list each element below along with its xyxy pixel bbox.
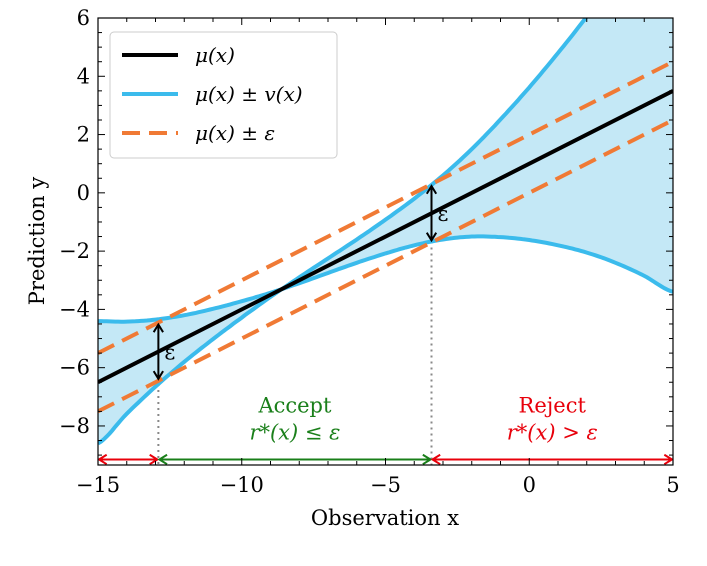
region-subtitle: r*(x) > ε	[507, 420, 598, 444]
uncertainty-band	[98, 18, 673, 444]
arrowhead-icon	[425, 184, 438, 195]
y-axis-label: Prediction y	[25, 177, 49, 306]
arrowhead-icon	[157, 453, 168, 465]
arrowhead-icon	[663, 453, 673, 465]
mean-line	[98, 89, 673, 385]
y-tick-label: 6	[77, 6, 90, 30]
arrowhead-icon	[152, 322, 164, 333]
arrowhead-icon	[422, 453, 433, 465]
y-tick-label: −4	[59, 297, 90, 321]
y-tick-label: −2	[59, 239, 90, 263]
upper-variance-line	[98, 18, 589, 446]
y-tick-label: 4	[77, 64, 90, 88]
epsilon-label: ε	[438, 202, 449, 226]
x-tick-label: 0	[523, 473, 536, 497]
epsilon-arrow	[425, 184, 438, 243]
region-title: Accept	[257, 393, 332, 417]
x-tick-label: −15	[76, 473, 120, 497]
legend-label: μ(x)	[195, 43, 235, 67]
legend-label: μ(x) ± ε	[195, 121, 275, 145]
y-tick-label: 0	[77, 181, 90, 205]
region-arrow	[157, 453, 433, 465]
x-tick-label: −5	[370, 473, 401, 497]
x-tick-label: 5	[666, 473, 679, 497]
arrowhead-icon	[430, 453, 441, 465]
region-title: Reject	[519, 393, 587, 417]
y-tick-label: −8	[59, 414, 90, 438]
x-axis-label: Observation x	[311, 506, 459, 530]
legend: μ(x) μ(x) ± v(x) μ(x) ± ε	[109, 31, 338, 159]
arrowhead-icon	[152, 370, 164, 381]
region-arrow	[430, 453, 673, 465]
lower-epsilon-line	[98, 118, 673, 414]
region-arrow	[98, 453, 160, 465]
region-subtitle: r*(x) ≤ ε	[249, 420, 340, 444]
legend-label: μ(x) ± v(x)	[195, 82, 303, 106]
epsilon-arrow	[152, 322, 164, 381]
y-tick-label: −6	[59, 356, 90, 380]
epsilon-label: ε	[164, 341, 175, 365]
legend-box	[109, 31, 338, 159]
arrowhead-icon	[149, 453, 160, 465]
arrowhead-icon	[98, 453, 108, 465]
x-tick-label: −10	[220, 473, 264, 497]
lower-variance-line	[98, 234, 673, 324]
arrowhead-icon	[425, 232, 438, 243]
y-tick-label: 2	[77, 123, 90, 147]
